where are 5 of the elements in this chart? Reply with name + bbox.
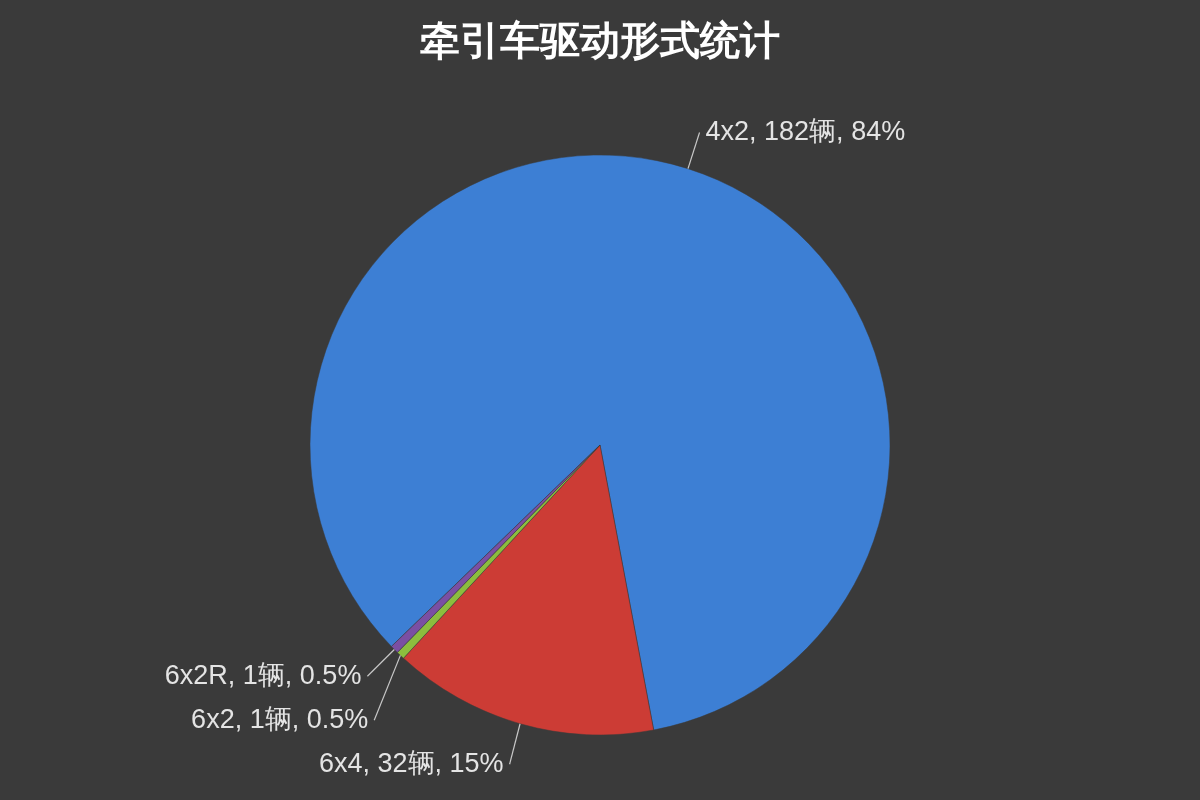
- slice-label: 6x4, 32辆, 15%: [318, 748, 504, 779]
- slice-label: 4x2, 182辆, 84%: [705, 116, 906, 147]
- slice-label: 6x2R, 1辆, 0.5%: [164, 660, 362, 691]
- slice-label: 6x2, 1辆, 0.5%: [191, 704, 369, 735]
- chart-title: 牵引车驱动形式统计: [420, 18, 780, 62]
